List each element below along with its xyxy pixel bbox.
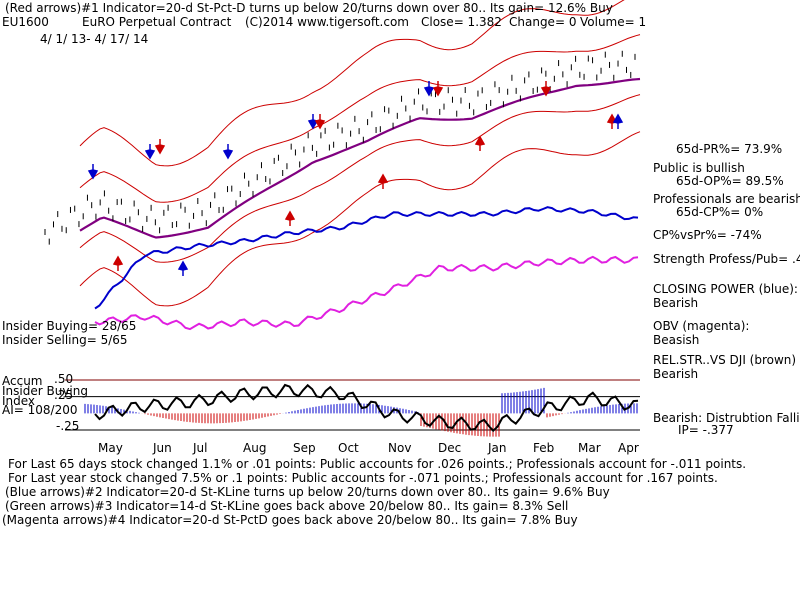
- insider-selling-label: Insider Selling= 5/65: [2, 333, 128, 347]
- symbol: EU1600: [2, 15, 49, 29]
- month-label: Feb: [533, 441, 555, 455]
- ip-label: IP= -.377: [678, 423, 734, 437]
- volume-value: Volume= 1: [580, 15, 647, 29]
- strength-label: Strength Profess/Pub= .4: [653, 252, 800, 266]
- buy-arrow-icon: [284, 210, 296, 226]
- blue-arrows-indicator-text: (Blue arrows)#2 Indicator=20-d St-KLine …: [5, 485, 610, 499]
- sell-arrow-icon: [87, 164, 99, 180]
- date-range: 4/ 1/ 13- 4/ 17/ 14: [40, 32, 149, 46]
- cp-label: 65d-CP%= 0%: [676, 205, 764, 219]
- lower-inner-band: [79, 94, 641, 263]
- month-label: Jul: [193, 441, 208, 455]
- month-label: Jan: [488, 441, 507, 455]
- close-value: Close= 1.382: [421, 15, 502, 29]
- buy-arrow-icon: [177, 260, 189, 276]
- green-arrows-indicator-text: (Green arrows)#3 Indicator=14-d St-KLine…: [5, 499, 569, 513]
- closing-power-state: Bearish: [653, 296, 699, 310]
- month-label: Oct: [338, 441, 359, 455]
- pr-label: 65d-PR%= 73.9%: [676, 142, 783, 156]
- sell-arrow-icon: [423, 81, 435, 97]
- month-label: May: [98, 441, 123, 455]
- obv-line: [94, 255, 639, 331]
- buy-arrow-icon: [474, 135, 486, 151]
- index-label: Index: [2, 394, 36, 408]
- month-label: Sep: [293, 441, 316, 455]
- lower-outer-band: [79, 131, 641, 307]
- insider-buying-index-label: Insider Buying: [2, 384, 88, 398]
- sell-arrow-icon: [154, 139, 166, 155]
- ai-label: AI= 108/200: [2, 403, 78, 417]
- sell-arrow-icon: [144, 144, 156, 160]
- accum-label: Accum: [2, 374, 43, 388]
- sell-arrow-icon: [432, 81, 444, 97]
- closing-power-label: CLOSING POWER (blue):: [653, 282, 798, 296]
- month-label: Apr: [618, 441, 639, 455]
- contract-name: EuRO Perpetual Contract: [82, 15, 232, 29]
- insider-buying-label: Insider Buying= 28/65: [2, 319, 137, 333]
- accum-level-50: .50: [54, 372, 74, 386]
- op-label: 65d-OP%= 89.5%: [676, 174, 784, 188]
- month-label: Jun: [153, 441, 172, 455]
- closing-power-line: [94, 206, 639, 310]
- sell-arrow-icon: [314, 114, 326, 130]
- copyright: (C)2014 www.tigersoft.com: [245, 15, 409, 29]
- magenta-arrows-indicator-text: (Magenta arrows)#4 Indicator=20-d St-Pct…: [2, 513, 578, 527]
- month-label: Nov: [388, 441, 412, 455]
- buy-arrow-icon: [377, 173, 389, 189]
- distribution-label: Bearish: Distrubtion Falling: [653, 411, 800, 425]
- month-label: Aug: [243, 441, 267, 455]
- month-label: Mar: [578, 441, 601, 455]
- accum-level-neg25: -.25: [56, 419, 80, 433]
- red-arrows-indicator-text: (Red arrows)#1 Indicator=20-d St-Pct-D t…: [5, 1, 613, 15]
- change-value: Change= 0: [509, 15, 577, 29]
- accum-level-25: .25: [54, 388, 74, 402]
- rel-str-state: Bearish: [653, 367, 699, 381]
- sell-arrow-icon: [222, 144, 234, 160]
- rel-str-line: [94, 383, 639, 433]
- rel-str-label: REL.STR..VS DJI (brown): [653, 353, 797, 367]
- obv-label: OBV (magenta):: [653, 319, 750, 333]
- upper-outer-band: [79, 0, 625, 167]
- obv-state: Beasish: [653, 333, 700, 347]
- buy-arrow-icon: [612, 113, 624, 129]
- sell-arrow-icon: [540, 81, 552, 97]
- cp-vs-pr-label: CP%vsPr%= -74%: [653, 228, 762, 242]
- public-label: Public is bullish: [653, 161, 745, 175]
- professionals-label: Professionals are bearish: [653, 192, 800, 206]
- footer-year: For Last year stock changed 7.5% or .1 p…: [8, 471, 718, 485]
- upper-inner-band: [79, 34, 641, 203]
- footer-65day: For Last 65 days stock changed 1.1% or .…: [8, 457, 747, 471]
- buy-arrow-icon: [112, 255, 124, 271]
- month-label: Dec: [438, 441, 462, 455]
